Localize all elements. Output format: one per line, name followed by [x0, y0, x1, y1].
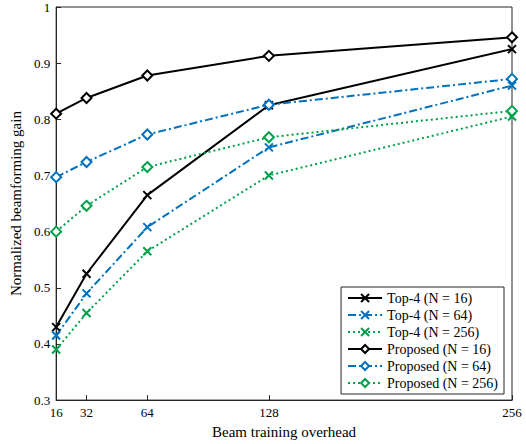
- svg-text:0.6: 0.6: [34, 224, 51, 239]
- svg-text:16: 16: [50, 405, 64, 420]
- svg-text:Beam training overhead: Beam training overhead: [212, 424, 357, 440]
- svg-text:Top-4 (N = 16): Top-4 (N = 16): [387, 291, 472, 307]
- svg-text:0.7: 0.7: [34, 168, 51, 183]
- svg-text:256: 256: [502, 405, 522, 420]
- svg-text:0.5: 0.5: [34, 280, 50, 295]
- svg-text:0.3: 0.3: [34, 393, 50, 408]
- svg-text:Proposed (N = 16): Proposed (N = 16): [387, 342, 491, 358]
- svg-text:64: 64: [141, 405, 155, 420]
- svg-text:32: 32: [80, 405, 93, 420]
- svg-text:0.4: 0.4: [34, 336, 51, 351]
- svg-text:Top-4 (N = 256): Top-4 (N = 256): [387, 325, 479, 341]
- svg-text:0.9: 0.9: [34, 56, 50, 71]
- svg-text:Top-4 (N = 64): Top-4 (N = 64): [387, 308, 472, 324]
- svg-text:0.8: 0.8: [34, 112, 50, 127]
- svg-text:128: 128: [259, 405, 279, 420]
- svg-text:1: 1: [44, 0, 51, 15]
- svg-text:Proposed (N = 64): Proposed (N = 64): [387, 359, 491, 375]
- svg-text:Proposed (N = 256): Proposed (N = 256): [387, 376, 498, 392]
- svg-text:Normalized beamforming gain: Normalized beamforming gain: [8, 111, 24, 296]
